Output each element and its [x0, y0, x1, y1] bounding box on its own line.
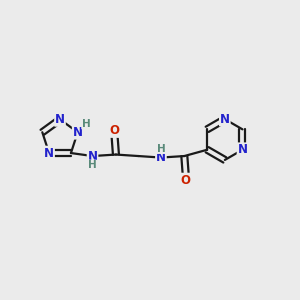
Text: O: O [181, 173, 191, 187]
Text: H: H [82, 119, 91, 129]
Text: H: H [88, 160, 96, 170]
Text: N: N [55, 113, 65, 126]
Text: N: N [238, 143, 248, 156]
Text: H: H [157, 143, 166, 154]
Text: N: N [156, 151, 166, 164]
Text: N: N [44, 146, 54, 160]
Text: O: O [110, 124, 119, 137]
Text: N: N [88, 149, 98, 163]
Text: N: N [73, 126, 83, 139]
Text: N: N [220, 112, 230, 126]
